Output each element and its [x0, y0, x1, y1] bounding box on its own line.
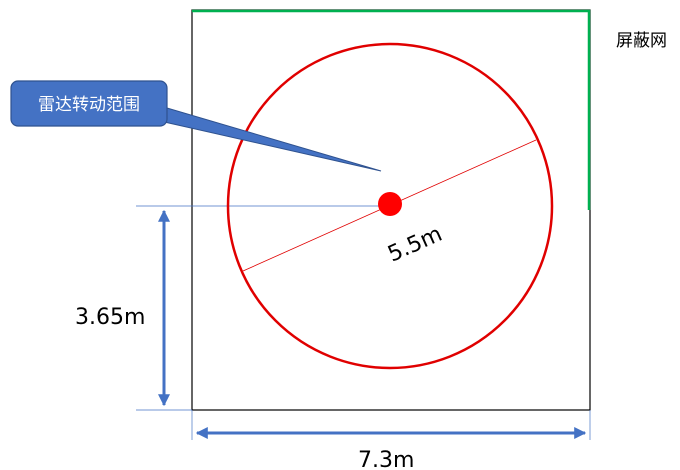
callout-box — [10, 80, 168, 127]
radar-center-dot — [378, 192, 402, 216]
shield-net-line — [192, 9, 591, 210]
diameter-label: 5.5m — [384, 222, 446, 268]
radar-rotation-circle — [226, 42, 554, 370]
shield-label: 屏蔽网 — [616, 31, 667, 51]
callout-pointer — [148, 102, 382, 172]
height-label: 3.65m — [75, 305, 145, 330]
width-label: 7.3m — [358, 448, 414, 470]
callout-label: 雷达转动范围 — [38, 95, 140, 115]
